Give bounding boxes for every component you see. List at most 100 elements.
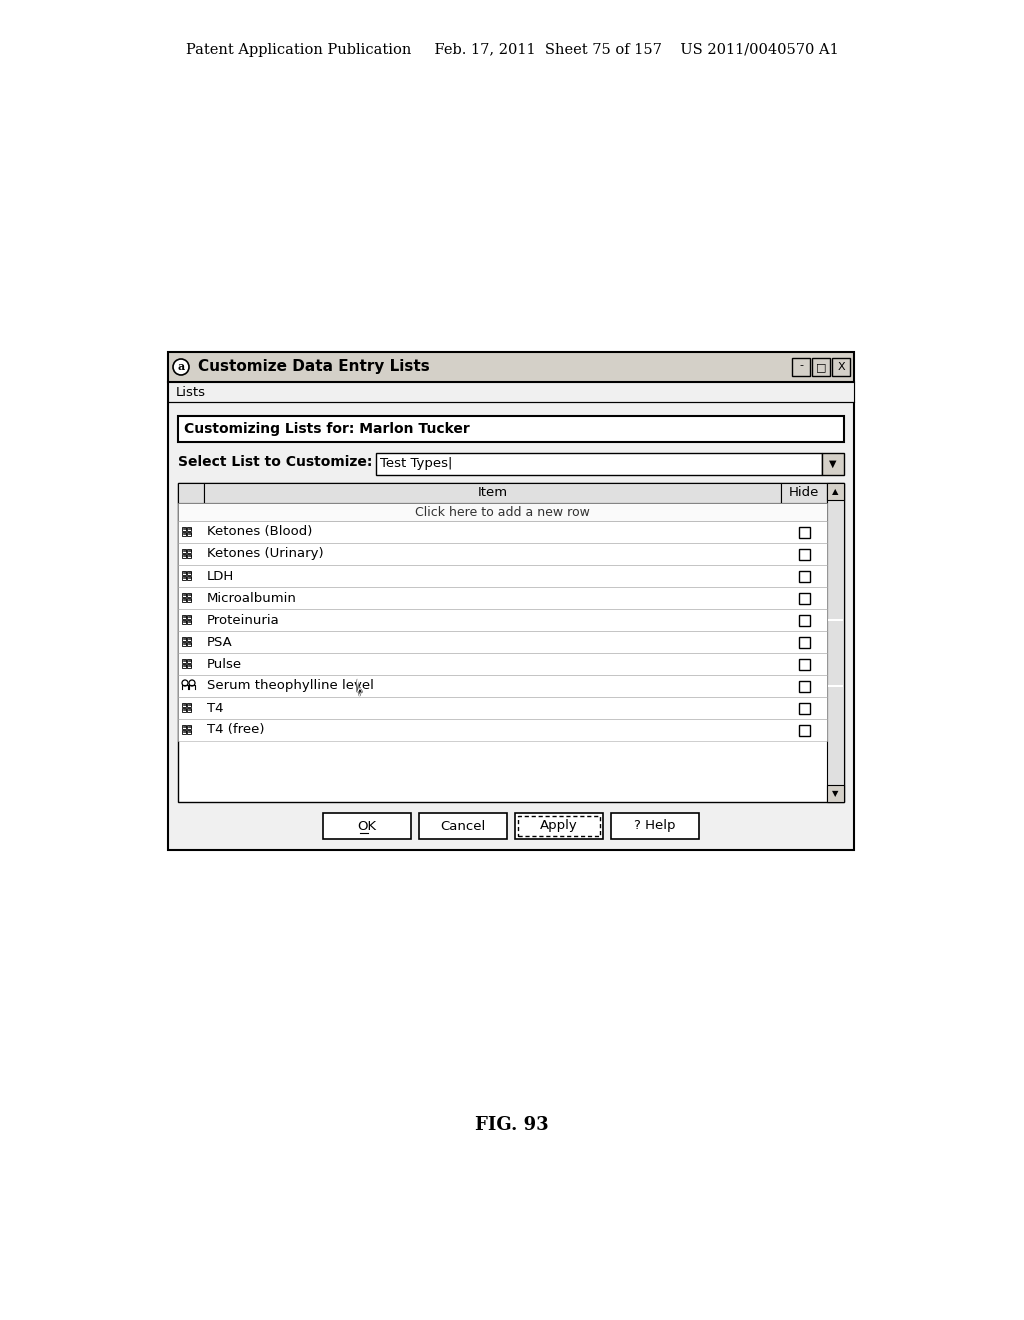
Bar [827, 785, 844, 803]
Bar [178, 631, 827, 653]
Bar [178, 483, 844, 803]
Bar [515, 813, 603, 840]
Bar [187, 659, 191, 663]
Bar [182, 642, 186, 645]
Bar [182, 620, 186, 624]
Bar [822, 453, 844, 475]
Bar [611, 813, 699, 840]
Bar [204, 483, 781, 503]
Bar [831, 358, 850, 376]
Text: Apply: Apply [540, 820, 578, 833]
Text: X: X [838, 362, 845, 372]
Bar [187, 730, 191, 734]
Text: ▼: ▼ [829, 459, 837, 469]
Bar [178, 609, 827, 631]
Bar [828, 685, 843, 686]
Text: Proteinuria: Proteinuria [207, 614, 280, 627]
Text: -: - [799, 360, 803, 370]
Bar [182, 704, 186, 708]
Bar [187, 638, 191, 642]
Bar [178, 719, 827, 741]
Bar [187, 572, 191, 576]
Bar [182, 576, 186, 579]
Text: Patent Application Publication     Feb. 17, 2011  Sheet 75 of 157    US 2011/004: Patent Application Publication Feb. 17, … [185, 44, 839, 57]
Bar [168, 381, 854, 850]
Bar [182, 730, 186, 734]
Bar [187, 554, 191, 558]
Bar [182, 554, 186, 558]
Text: ▲: ▲ [833, 487, 839, 496]
Bar [827, 483, 844, 803]
Bar [419, 813, 507, 840]
Text: Hide: Hide [788, 487, 819, 499]
Bar [182, 527, 186, 531]
Bar [178, 503, 827, 521]
Text: Lists: Lists [176, 385, 206, 399]
Text: Ketones (Blood): Ketones (Blood) [207, 525, 312, 539]
Bar [187, 615, 191, 619]
Bar [178, 675, 827, 697]
Bar [187, 598, 191, 602]
Text: Customize Data Entry Lists: Customize Data Entry Lists [198, 359, 430, 375]
Bar [792, 358, 810, 376]
Bar [178, 653, 827, 675]
Text: ? Help: ? Help [634, 820, 676, 833]
Bar [799, 659, 810, 669]
Bar [182, 725, 186, 729]
Bar [178, 697, 827, 719]
Bar [828, 619, 843, 620]
Text: a: a [177, 362, 184, 372]
Bar [799, 615, 810, 626]
Bar [187, 549, 191, 553]
Bar [182, 708, 186, 711]
Bar [187, 664, 191, 668]
Text: ▼: ▼ [833, 789, 839, 799]
Bar [799, 570, 810, 582]
Text: LDH: LDH [207, 569, 234, 582]
Bar [799, 549, 810, 560]
Text: Test Types|: Test Types| [380, 458, 453, 470]
Text: Cancel: Cancel [440, 820, 485, 833]
Bar [178, 587, 827, 609]
Bar [799, 681, 810, 692]
Text: Pulse: Pulse [207, 657, 242, 671]
Bar [182, 664, 186, 668]
Bar [799, 702, 810, 714]
Bar [187, 527, 191, 531]
Bar [178, 483, 204, 503]
Bar [178, 543, 827, 565]
Bar [187, 576, 191, 579]
Bar [187, 593, 191, 597]
Bar [799, 593, 810, 603]
Bar [168, 381, 854, 403]
Bar [799, 725, 810, 735]
Text: Select List to Customize:: Select List to Customize: [178, 455, 373, 469]
Bar [178, 416, 844, 442]
Bar [187, 708, 191, 711]
Bar [187, 642, 191, 645]
Text: Item: Item [477, 487, 508, 499]
Bar [187, 704, 191, 708]
Text: T4 (free): T4 (free) [207, 723, 264, 737]
Text: Microalbumin: Microalbumin [207, 591, 297, 605]
Text: □: □ [816, 362, 826, 372]
Bar [781, 483, 827, 503]
Bar [827, 483, 844, 500]
Text: Customizing Lists for: Marlon Tucker: Customizing Lists for: Marlon Tucker [184, 422, 470, 436]
Text: OK: OK [357, 820, 377, 833]
Bar [168, 352, 854, 381]
Bar [376, 453, 822, 475]
Bar [799, 527, 810, 537]
Bar [182, 572, 186, 576]
Bar [182, 598, 186, 602]
Bar [182, 615, 186, 619]
Text: Click here to add a new row: Click here to add a new row [415, 506, 590, 519]
Bar [812, 358, 830, 376]
Bar [182, 593, 186, 597]
Bar [187, 725, 191, 729]
Bar [182, 638, 186, 642]
Bar [187, 620, 191, 624]
Bar [182, 659, 186, 663]
Bar [799, 636, 810, 648]
Text: FIG. 93: FIG. 93 [475, 1115, 549, 1134]
